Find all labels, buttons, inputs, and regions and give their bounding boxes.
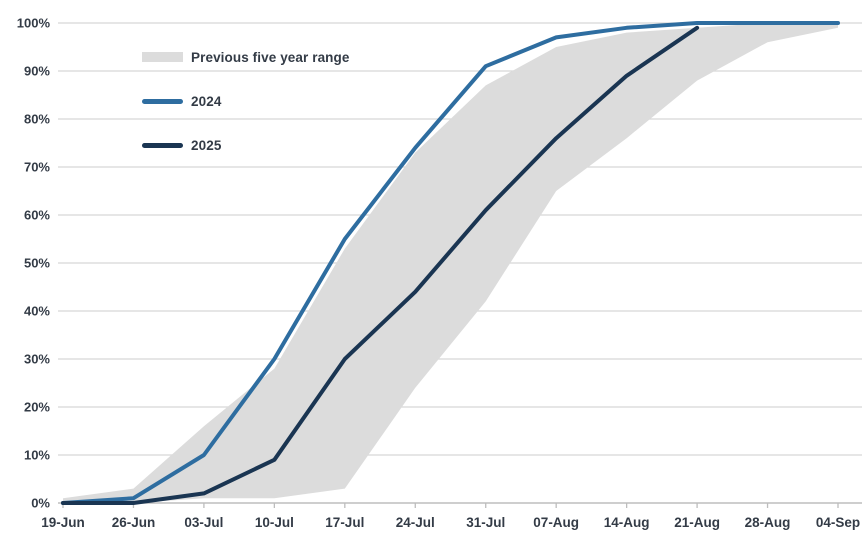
x-tick-label: 10-Jul: [255, 515, 294, 530]
y-tick-label: 30%: [24, 352, 50, 367]
legend-item-band: Previous five year range: [142, 47, 349, 67]
legend-item-2025: 2025: [142, 135, 349, 155]
x-tick-label: 24-Jul: [396, 515, 435, 530]
y-tick-label: 90%: [24, 64, 50, 79]
y-tick-label: 100%: [17, 16, 51, 31]
y-tick-label: 10%: [24, 448, 50, 463]
y-tick-label: 50%: [24, 256, 50, 271]
x-tick-label: 26-Jun: [112, 515, 156, 530]
series-line-2025: [61, 25, 700, 505]
legend-label-2025: 2025: [191, 137, 222, 153]
legend-swatch-2025: [142, 142, 183, 148]
series-line-2024: [61, 21, 840, 505]
y-tick-label: 20%: [24, 400, 50, 415]
legend-swatch-2024: [142, 98, 183, 104]
y-tick-label: 70%: [24, 160, 50, 175]
chart-legend: Previous five year range 2024 2025: [142, 47, 349, 179]
legend-swatch-band: [142, 52, 183, 62]
legend-item-2024: 2024: [142, 91, 349, 111]
x-tick-label: 03-Jul: [184, 515, 223, 530]
x-tick-label: 14-Aug: [604, 515, 650, 530]
legend-label-2024: 2024: [191, 93, 222, 109]
x-tick-label: 31-Jul: [466, 515, 505, 530]
legend-label-band: Previous five year range: [191, 49, 350, 65]
x-tick-label: 04-Sep: [816, 515, 860, 530]
x-tick-label: 17-Jul: [325, 515, 364, 530]
x-tick-label: 28-Aug: [745, 515, 791, 530]
y-tick-label: 40%: [24, 304, 50, 319]
x-tick-label: 07-Aug: [533, 515, 579, 530]
x-tick-label: 21-Aug: [674, 515, 720, 530]
y-tick-label: 0%: [31, 496, 50, 511]
band-previous-five-year-range: [63, 23, 838, 503]
y-tick-label: 80%: [24, 112, 50, 127]
y-tick-label: 60%: [24, 208, 50, 223]
x-tick-label: 19-Jun: [41, 515, 85, 530]
